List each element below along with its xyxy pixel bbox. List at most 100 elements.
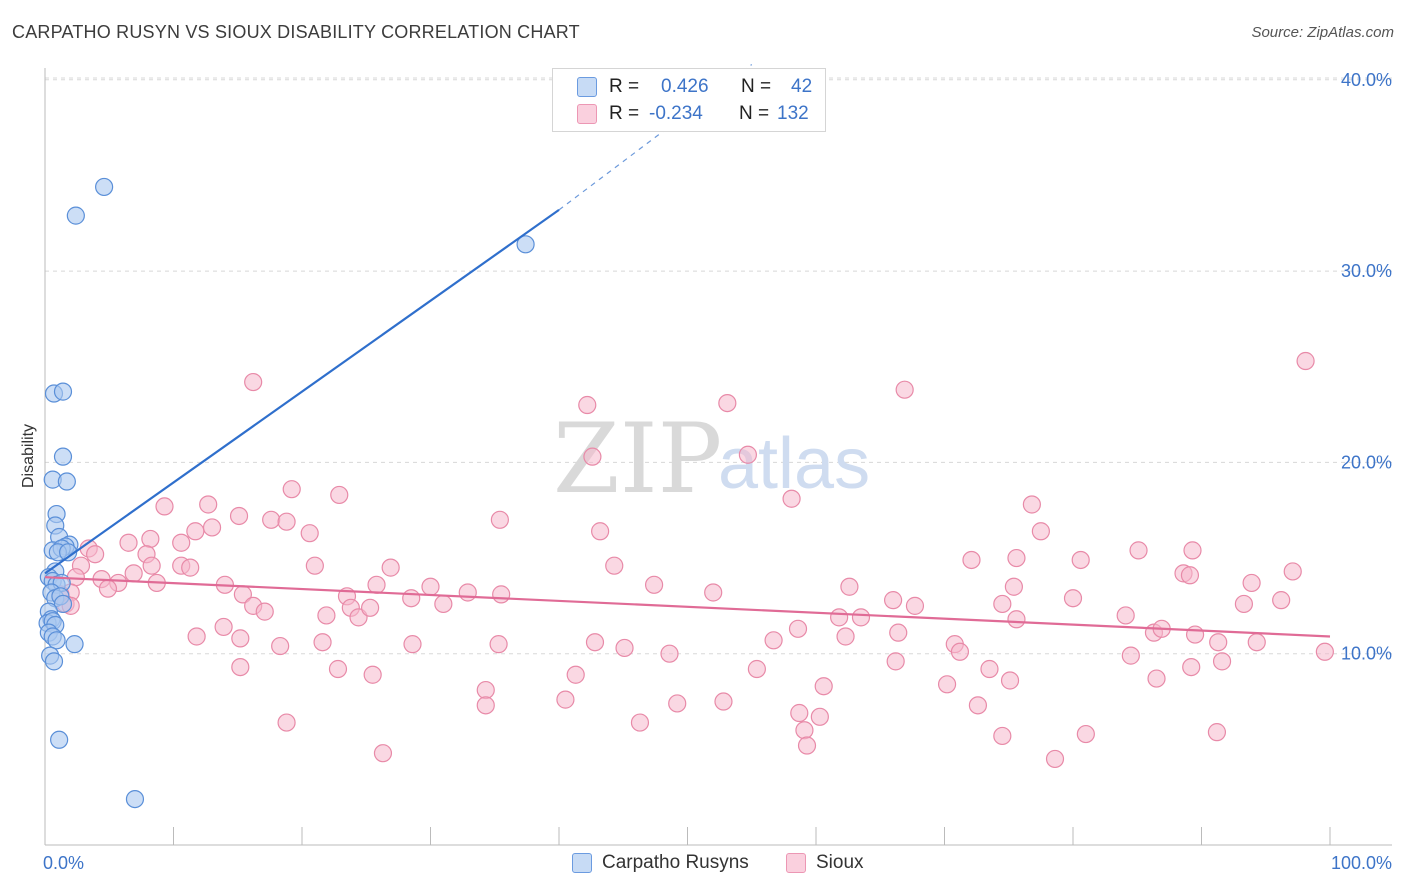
- sioux-point: [476, 680, 495, 700]
- sioux-point: [704, 583, 723, 602]
- sioux-point: [840, 577, 859, 596]
- sioux-point: [186, 522, 205, 541]
- sioux-point: [403, 635, 422, 654]
- sioux-point: [1183, 541, 1202, 560]
- sioux-point: [644, 575, 664, 594]
- series-legend: Carpatho Rusyns Sioux: [0, 852, 1406, 876]
- y-tick-label: 40.0%: [1341, 70, 1392, 90]
- carpatho-rusyn-point: [125, 789, 145, 809]
- carpatho-rusyn-point: [95, 177, 114, 197]
- sioux-point: [578, 395, 597, 415]
- sioux-point: [718, 393, 737, 413]
- series-swatch-blue: [572, 853, 592, 873]
- sioux-point: [1185, 625, 1205, 644]
- sioux-point: [277, 512, 296, 531]
- sioux-point: [738, 445, 757, 464]
- sioux-point: [968, 696, 988, 715]
- sioux-point: [231, 657, 250, 677]
- sioux-point: [255, 602, 274, 621]
- sioux-point: [883, 591, 903, 610]
- carpatho-rusyn-point: [53, 382, 73, 401]
- sioux-trend-line: [44, 576, 1331, 638]
- sioux-point: [1283, 562, 1302, 581]
- x-tick-label: 0.0%: [43, 853, 84, 873]
- sioux-point: [434, 594, 453, 614]
- legend-r-value: 0.426: [661, 76, 709, 97]
- sioux-point: [1247, 633, 1266, 652]
- legend-r-label: R =: [609, 76, 640, 97]
- legend-swatch-blue: [577, 77, 597, 97]
- sioux-point: [1207, 723, 1227, 742]
- sioux-point: [141, 529, 160, 549]
- sioux-point: [282, 480, 301, 499]
- sioux-point: [1296, 351, 1315, 371]
- sioux-point: [381, 558, 400, 577]
- sioux-point: [300, 524, 319, 543]
- sioux-point: [363, 665, 382, 684]
- legend-n-value: 42: [791, 76, 813, 97]
- carpatho-rusyn-point: [65, 635, 84, 654]
- sioux-point: [142, 556, 161, 575]
- legend-n-value: 132: [777, 103, 809, 124]
- y-axis-label: Disability: [20, 424, 37, 488]
- sioux-point: [1045, 749, 1065, 769]
- x-tick-label: 100.0%: [1331, 853, 1392, 873]
- sioux-point: [244, 372, 263, 392]
- series-label-carpatho: Carpatho Rusyns: [602, 852, 749, 873]
- carpatho-rusyn-point: [516, 235, 535, 254]
- sioux-point: [1209, 633, 1228, 652]
- sioux-points: [51, 351, 1334, 769]
- sioux-point: [797, 736, 817, 755]
- carpatho-rusyn-point: [53, 447, 73, 466]
- sioux-point: [630, 713, 650, 732]
- sioux-point: [1315, 642, 1334, 661]
- sioux-point: [851, 608, 871, 627]
- legend-n-label: N =: [741, 76, 772, 97]
- axes: [44, 68, 1392, 846]
- sioux-point: [747, 659, 766, 679]
- sioux-point: [98, 579, 118, 598]
- carpatho-rusyn-point: [57, 472, 76, 491]
- sioux-point: [187, 627, 206, 646]
- sioux-point: [1147, 669, 1166, 688]
- y-tick-label: 20.0%: [1341, 452, 1392, 472]
- sioux-point: [271, 636, 290, 656]
- sioux-point: [476, 696, 495, 715]
- sioux-point: [1076, 724, 1095, 744]
- legend-row-carpatho: R = 0.426 N = 42: [577, 74, 812, 100]
- sioux-point: [980, 659, 999, 679]
- sioux-point: [764, 631, 783, 650]
- sioux-point: [231, 629, 250, 648]
- sioux-point: [886, 652, 905, 671]
- sioux-point: [181, 558, 200, 577]
- sioux-point: [814, 677, 833, 696]
- legend-n-label: N =: [739, 103, 770, 124]
- sioux-point: [895, 380, 914, 399]
- sioux-point: [262, 510, 281, 529]
- legend-r-label: R =: [609, 103, 640, 124]
- sioux-point: [790, 703, 809, 723]
- sioux-point: [214, 617, 233, 637]
- sioux-point: [905, 596, 925, 615]
- sioux-point: [1242, 573, 1261, 593]
- sioux-point: [1180, 566, 1200, 585]
- sioux-point: [328, 659, 348, 679]
- sioux-point: [795, 721, 814, 740]
- sioux-point: [1272, 591, 1291, 610]
- sioux-point: [199, 495, 218, 514]
- carpatho-rusyn-point: [66, 206, 85, 225]
- sioux-point: [714, 692, 733, 711]
- sioux-point: [591, 522, 610, 541]
- sioux-point: [119, 533, 138, 552]
- sioux-point: [950, 642, 970, 661]
- legend-row-sioux: R = -0.234 N = 132: [577, 101, 809, 127]
- sioux-point: [458, 583, 477, 602]
- sioux-point: [937, 675, 957, 694]
- source-label: Source: ZipAtlas.com: [1251, 24, 1394, 41]
- sioux-point: [1007, 548, 1026, 568]
- sioux-point: [1004, 577, 1023, 596]
- sioux-point: [155, 497, 174, 516]
- carpatho-rusyn-trend-line: [44, 208, 560, 575]
- sioux-point: [1212, 652, 1232, 671]
